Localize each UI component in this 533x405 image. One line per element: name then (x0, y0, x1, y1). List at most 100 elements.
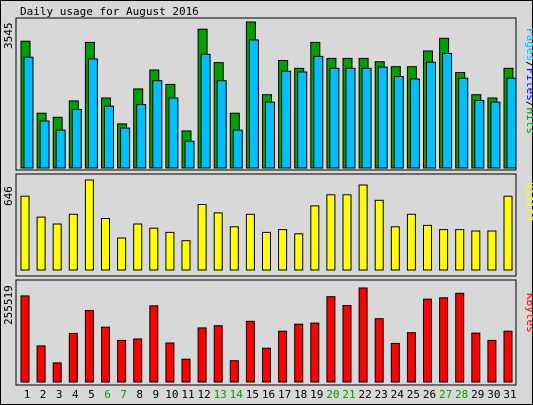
chart-title: Daily usage for August 2016 (20, 5, 199, 18)
kbytes-bar-day-28 (455, 292, 465, 383)
kbytes-bar-day-25 (406, 332, 416, 383)
kbytes-bar-day-17 (278, 330, 288, 383)
visits-bar-day-10 (165, 231, 175, 271)
day-label-30: 30 (487, 388, 500, 401)
day-label-2: 2 (40, 388, 47, 401)
files-bar-day-18 (297, 71, 308, 169)
day-label-16: 16 (262, 388, 275, 401)
day-label-26: 26 (423, 388, 436, 401)
files-bar-day-30 (490, 101, 501, 169)
day-label-19: 19 (310, 388, 323, 401)
files-bar-day-22 (361, 67, 372, 169)
visits-bar-day-14 (229, 226, 239, 271)
visits-axis-label: Visits (524, 182, 533, 222)
visits-bar-day-5 (84, 179, 94, 271)
kbytes-bar-day-29 (471, 332, 481, 383)
day-label-12: 12 (197, 388, 210, 401)
day-label-11: 11 (181, 388, 194, 401)
day-label-20: 20 (326, 388, 339, 401)
visits-bar-day-31 (503, 195, 513, 271)
files-bar-day-13 (216, 80, 227, 169)
day-labels: 1 2 3 4 5 6 7 8 9 10 11 12 13 14 15 16 17 18 19 20 21 22 23 24 2… (24, 388, 517, 401)
axis-separator: / (524, 61, 533, 68)
day-label-22: 22 (358, 388, 371, 401)
visits-bar-day-20 (326, 194, 336, 271)
visits-bar-day-18 (294, 233, 304, 271)
hits-max-label: 3545 (2, 23, 15, 50)
files-bar-day-9 (152, 80, 163, 169)
kbytes-bar-day-31 (503, 330, 513, 383)
kbytes-max-label: 255519 (2, 285, 15, 325)
files-bar-day-23 (377, 66, 388, 169)
visits-bar-day-29 (471, 230, 481, 271)
day-label-9: 9 (152, 388, 159, 401)
day-label-15: 15 (246, 388, 259, 401)
kbytes-bar-day-13 (213, 325, 223, 383)
visits-bar-day-8 (133, 223, 143, 271)
files-bar-day-1 (23, 56, 34, 169)
files-bar-day-11 (184, 140, 195, 169)
files-bar-day-25 (409, 78, 420, 169)
kbytes-bar-day-1 (20, 295, 30, 383)
kbytes-bar-day-8 (133, 338, 143, 383)
day-label-3: 3 (56, 388, 63, 401)
kbytes-bar-day-5 (84, 310, 94, 383)
kbytes-bar-day-26 (423, 298, 432, 383)
files-bar-day-19 (313, 55, 324, 169)
visits-bar-day-1 (20, 195, 30, 271)
files-bar-day-3 (55, 129, 66, 169)
kbytes-bar-day-21 (342, 305, 352, 383)
visits-bar-day-24 (390, 226, 400, 271)
files-bar-day-5 (87, 58, 98, 169)
visits-bar-day-7 (117, 237, 127, 271)
kbytes-bar-day-24 (390, 342, 400, 383)
pages-series-label: Pages (524, 28, 533, 61)
visits-bar-day-12 (197, 204, 207, 271)
day-label-31: 31 (503, 388, 516, 401)
day-label-29: 29 (471, 388, 484, 401)
kbytes-bar-day-3 (52, 362, 62, 383)
files-bar-day-7 (120, 127, 131, 169)
day-label-10: 10 (165, 388, 178, 401)
kbytes-bar-day-15 (245, 320, 255, 383)
day-label-17: 17 (278, 388, 291, 401)
files-bar-day-10 (168, 97, 179, 169)
day-label-8: 8 (136, 388, 143, 401)
files-bar-day-16 (265, 101, 275, 169)
visits-bar-day-16 (262, 231, 271, 271)
day-label-1: 1 (24, 388, 31, 401)
visits-bar-day-4 (68, 213, 78, 271)
visits-bar-day-17 (278, 229, 288, 271)
files-bar-day-28 (458, 77, 469, 169)
day-label-4: 4 (72, 388, 79, 401)
visits-bar-day-6 (101, 218, 110, 271)
day-label-7: 7 (120, 388, 127, 401)
files-bar-day-12 (200, 53, 211, 169)
day-label-13: 13 (214, 388, 227, 401)
files-bar-day-6 (104, 105, 114, 169)
visits-bar-day-23 (374, 199, 384, 271)
kbytes-bar-day-22 (358, 287, 368, 383)
files-bar-day-4 (71, 109, 82, 169)
kbytes-bar-day-19 (310, 322, 320, 383)
visits-bar-day-27 (439, 229, 449, 271)
visits-bar-day-21 (342, 194, 352, 271)
kbytes-bar-day-6 (101, 326, 110, 383)
files-bar-day-20 (329, 67, 340, 169)
files-bar-day-31 (506, 77, 517, 169)
files-bar-day-15 (248, 39, 259, 169)
visits-panel (15, 173, 517, 277)
visits-bars (20, 179, 513, 271)
axis-separator: / (524, 101, 533, 108)
day-label-28: 28 (455, 388, 468, 401)
files-bar-day-2 (39, 120, 50, 169)
kbytes-bar-day-2 (36, 345, 46, 383)
kbytes-bar-day-20 (326, 296, 336, 383)
kbytes-bar-day-18 (294, 323, 304, 383)
day-label-18: 18 (294, 388, 307, 401)
files-bar-day-21 (345, 67, 356, 169)
kbytes-bar-day-4 (68, 332, 78, 383)
visits-max-label: 646 (2, 186, 15, 206)
day-label-27: 27 (439, 388, 452, 401)
